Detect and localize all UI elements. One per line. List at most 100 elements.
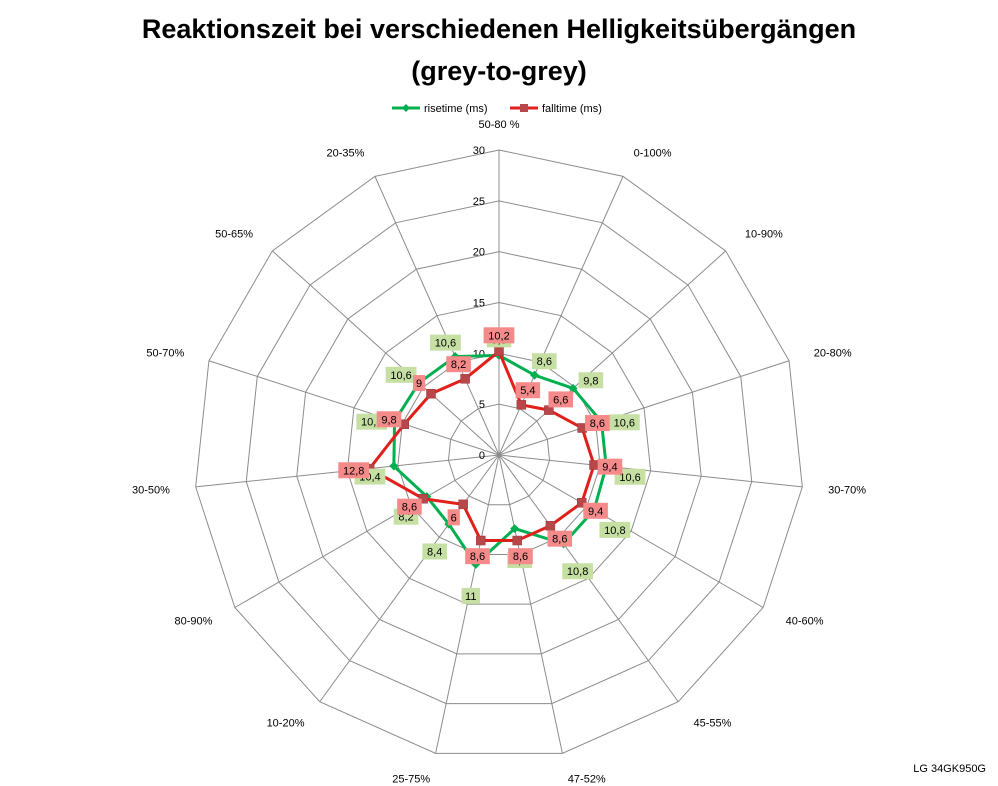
- data-label-bg: [465, 548, 490, 565]
- data-label-bg: [548, 391, 574, 408]
- data-label: 8,2: [451, 359, 466, 371]
- category-label: 30-70%: [828, 485, 866, 497]
- grid-ring: [447, 403, 551, 506]
- category-label: 40-60%: [786, 615, 824, 627]
- data-label-bg: [608, 414, 640, 431]
- series-point: [568, 383, 578, 393]
- data-label-bg: [422, 543, 447, 560]
- data-label: 10,8: [567, 566, 588, 578]
- legend-marker: [520, 104, 528, 112]
- data-label: 8,6: [513, 551, 528, 563]
- category-label: 10-20%: [267, 718, 305, 730]
- spoke: [272, 250, 500, 456]
- category-label: 80-90%: [174, 615, 212, 627]
- radar-grid: [195, 149, 803, 754]
- category-label: 25-75%: [392, 774, 430, 786]
- series-point: [389, 461, 399, 471]
- series-point: [476, 535, 486, 546]
- category-label: 50-70%: [146, 348, 184, 360]
- tick-label: 5: [479, 399, 485, 411]
- data-label: 10,6: [619, 472, 640, 484]
- data-label-bg: [397, 498, 422, 515]
- category-label: 0-100%: [634, 148, 672, 160]
- data-label-bg: [547, 530, 573, 547]
- monitor-model-label: LG 34GK950G: [913, 763, 986, 775]
- data-label: 8,6: [552, 534, 567, 546]
- spoke: [498, 250, 726, 456]
- data-label-bg: [532, 353, 557, 370]
- data-label: 10,6: [390, 370, 411, 382]
- tick-label: 30: [473, 145, 485, 157]
- data-label: 8,6: [537, 356, 552, 368]
- data-label: 9: [416, 378, 422, 390]
- series-point: [589, 460, 599, 470]
- series-point: [545, 520, 556, 531]
- series-point: [426, 389, 436, 399]
- data-label: 10,8: [604, 525, 625, 537]
- data-label-bg: [461, 587, 480, 604]
- data-label: 9,8: [583, 375, 598, 387]
- series-point: [458, 499, 468, 510]
- category-label: 10-90%: [745, 229, 783, 241]
- category-labels: 50-80 % 0-100% 10-90% 20-80% 30-70% 40-60% 45-…: [132, 119, 866, 786]
- category-label: 20-80%: [814, 348, 852, 360]
- spoke: [498, 454, 764, 608]
- data-label: 11: [465, 591, 476, 603]
- data-label-bg: [515, 382, 541, 399]
- spoke: [208, 360, 500, 456]
- chart-title: Reaktionszeit bei verschiedenen Helligke…: [141, 14, 857, 44]
- spoke: [498, 454, 563, 754]
- data-label: 10,2: [488, 330, 509, 342]
- data-label-bg: [597, 458, 623, 475]
- grid-ring: [296, 251, 702, 655]
- data-label: 10,6: [614, 417, 635, 429]
- chart-subtitle: (grey-to-grey): [411, 56, 587, 86]
- series-layer: 9,88,69,810,610,610,810,87,4118,48,210,4…: [338, 327, 646, 604]
- series-line: [392, 353, 608, 567]
- category-label: 30-50%: [132, 485, 170, 497]
- data-label-bg: [508, 548, 533, 565]
- data-label-bg: [376, 411, 402, 428]
- data-label-bg: [585, 415, 610, 432]
- grid-ring: [397, 352, 601, 555]
- tick-label: 15: [473, 298, 485, 310]
- data-label-bg: [430, 334, 461, 351]
- data-label-bg: [578, 372, 604, 389]
- data-label: 9,4: [588, 506, 603, 518]
- category-label: 50-65%: [215, 229, 253, 241]
- spoke: [498, 176, 624, 456]
- spoke: [498, 454, 803, 488]
- spoke: [374, 176, 500, 456]
- data-label: 12,8: [343, 465, 364, 477]
- category-label: 20-35%: [326, 148, 364, 160]
- legend-entry: falltime (ms): [510, 103, 602, 115]
- category-label: 47-52%: [568, 774, 606, 786]
- series-line: [367, 348, 596, 543]
- grid-ring: [346, 301, 652, 605]
- data-label: 6,6: [553, 394, 568, 406]
- series-point: [516, 400, 527, 410]
- data-label-bg: [562, 563, 594, 580]
- data-label-bg: [614, 468, 646, 485]
- series-point: [512, 535, 522, 546]
- legend-entry: risetime (ms): [392, 103, 488, 115]
- tick-label: 0: [479, 450, 485, 462]
- data-label-bg: [447, 509, 460, 526]
- spoke: [435, 454, 500, 754]
- tick-label: 25: [473, 196, 485, 208]
- data-label-bg: [583, 502, 608, 519]
- series-point: [494, 346, 504, 357]
- series-point: [460, 374, 470, 384]
- data-label: 6: [451, 512, 457, 524]
- data-label: 10,6: [435, 338, 456, 350]
- series-point: [510, 524, 520, 534]
- legend-label: falltime (ms): [542, 103, 602, 115]
- data-label: 8,4: [427, 547, 442, 559]
- data-label-bg: [385, 366, 417, 383]
- data-label-bg: [338, 462, 370, 479]
- category-label: 50-80 %: [479, 119, 520, 131]
- legend-marker: [402, 104, 410, 112]
- spoke: [234, 454, 500, 608]
- legend: risetime (ms) falltime (ms): [392, 103, 602, 115]
- data-label: 9,4: [602, 462, 617, 474]
